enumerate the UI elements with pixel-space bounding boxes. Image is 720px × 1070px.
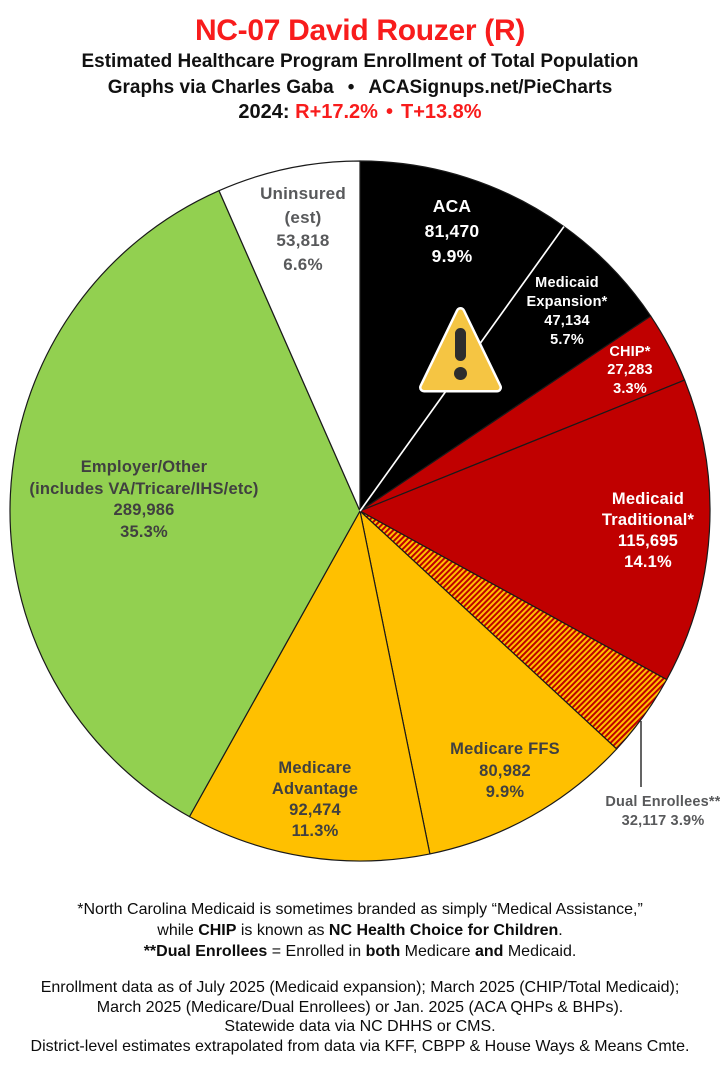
warning-exclamation-dot (454, 367, 467, 380)
footnote-segment: both (365, 943, 401, 960)
chart-subtitle: Estimated Healthcare Program Enrollment … (81, 51, 639, 72)
partisan-t-lean: T+13.8% (400, 101, 482, 123)
footnote-line: March 2025 (Medicare/Dual Enrollees) or … (96, 998, 624, 1016)
partisan-year: 2024: (238, 101, 290, 123)
footnote-line: District-level estimates extrapolated fr… (30, 1037, 690, 1055)
credit-site: ACASignups.net/PieCharts (368, 77, 613, 98)
footnote-line: Enrollment data as of July 2025 (Medicai… (40, 979, 680, 996)
partisan-lean-line: 2024: R+17.2% • T+13.8% (0, 100, 720, 124)
pie-slice-medicare-ffs (359, 510, 618, 855)
footnote-line: while CHIP is known as NC Health Choice … (0, 920, 720, 941)
pie-slice-medicaid-expansion (359, 225, 652, 512)
pie-slice-medicare-advantage (188, 510, 431, 862)
warning-exclamation-bar (455, 328, 466, 361)
credit-bullet: • (347, 77, 355, 98)
footnote-segment: Medicaid. (503, 943, 577, 960)
footnote-line: *North Carolina Medicaid is sometimes br… (0, 899, 720, 920)
credit-author: Graphs via Charles Gaba (107, 77, 334, 98)
pie-slice-medicaid-traditional (359, 379, 711, 681)
pie-overlays (359, 226, 642, 787)
pie-slice-uninsured (218, 160, 361, 512)
footnote-segment: = Enrolled in (267, 943, 366, 960)
pie-slices (9, 160, 711, 862)
credit-line: Graphs via Charles Gaba • ACASignups.net/P… (0, 77, 720, 99)
footnote-segment: while (157, 922, 199, 939)
footnote-definitions: *North Carolina Medicaid is sometimes br… (0, 899, 720, 962)
footnote-segment: NC Health Choice for Children (328, 922, 559, 939)
footnote-segment: CHIP (198, 922, 237, 939)
footnote-line: **Dual Enrollees = Enrolled in both Medi… (0, 941, 720, 962)
pie-slice-employer-other (9, 190, 361, 818)
partisan-bullet: • (385, 101, 393, 123)
footnote-segment: *North Carolina Medicaid is sometimes br… (77, 901, 643, 918)
footnote-sources: Enrollment data as of July 2025 (Medicai… (0, 978, 720, 1056)
footnote-segment: . (558, 922, 563, 939)
footnote-segment: **Dual Enrollees (143, 943, 268, 960)
warning-triangle-icon (419, 307, 502, 393)
footnote-segment: is known as (236, 922, 329, 939)
footnote-segment: and (474, 943, 504, 960)
page-title: NC-07 David Rouzer (R) (194, 14, 526, 47)
footnote-segment: Medicare (400, 943, 475, 960)
partisan-r-lean: R+17.2% (295, 101, 378, 123)
footnote-line: Statewide data via NC DHHS or CMS. (224, 1018, 496, 1035)
